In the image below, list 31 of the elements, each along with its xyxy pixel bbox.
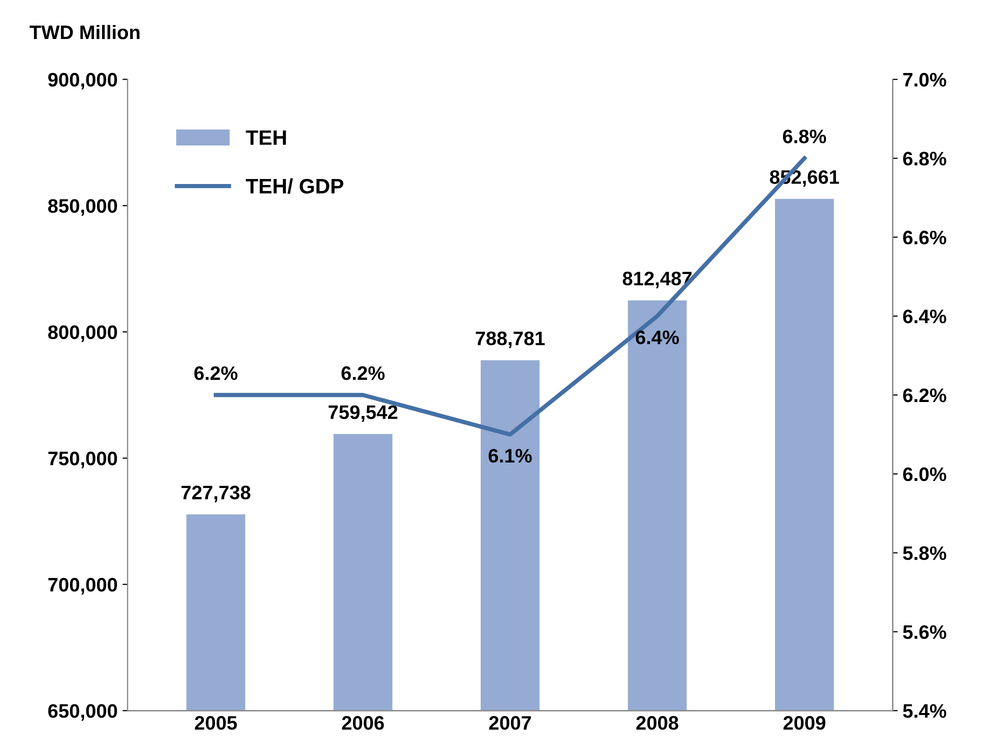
y2-tick-label: 6.0% <box>903 467 946 482</box>
y2-tick-label: 5.4% <box>903 704 946 718</box>
y-tick-label: 700,000 <box>48 578 118 594</box>
data-label: 6.1% <box>488 448 532 463</box>
legend-label: TEH/ GDP <box>246 178 344 194</box>
y2-tick-label: 6.4% <box>903 310 946 324</box>
y-tick-label: 850,000 <box>48 199 118 216</box>
data-label: 788,781 <box>476 331 545 348</box>
y2-tick-label: 6.8% <box>903 152 946 166</box>
data-label: 6.8% <box>782 130 826 144</box>
y2-tick-label: 5.8% <box>903 546 946 560</box>
data-label: 6.2% <box>194 366 238 380</box>
x-tick-label: 2005 <box>194 716 237 730</box>
y-tick-label: 650,000 <box>48 704 118 721</box>
x-tick-label: 2007 <box>489 716 531 730</box>
y-tick-label: 750,000 <box>48 452 118 468</box>
y-tick-label: 900,000 <box>48 72 118 90</box>
legend-label: TEH <box>246 130 286 145</box>
y2-tick-label: 6.2% <box>903 388 946 402</box>
x-tick-label: 2006 <box>342 716 384 730</box>
y-axis-title: TWD Million <box>30 24 140 40</box>
y2-tick-label: 6.6% <box>903 230 946 244</box>
y2-tick-label: 7.0% <box>903 72 946 87</box>
data-label: 759,542 <box>328 405 398 422</box>
data-label: 6.2% <box>342 366 385 380</box>
y2-tick-label: 5.6% <box>903 625 946 639</box>
data-label: 727,738 <box>182 486 250 502</box>
x-tick-label: 2009 <box>783 716 826 730</box>
y-tick-label: 800,000 <box>48 325 118 342</box>
x-tick-label: 2008 <box>636 716 678 730</box>
data-label: 6.4% <box>636 330 679 344</box>
